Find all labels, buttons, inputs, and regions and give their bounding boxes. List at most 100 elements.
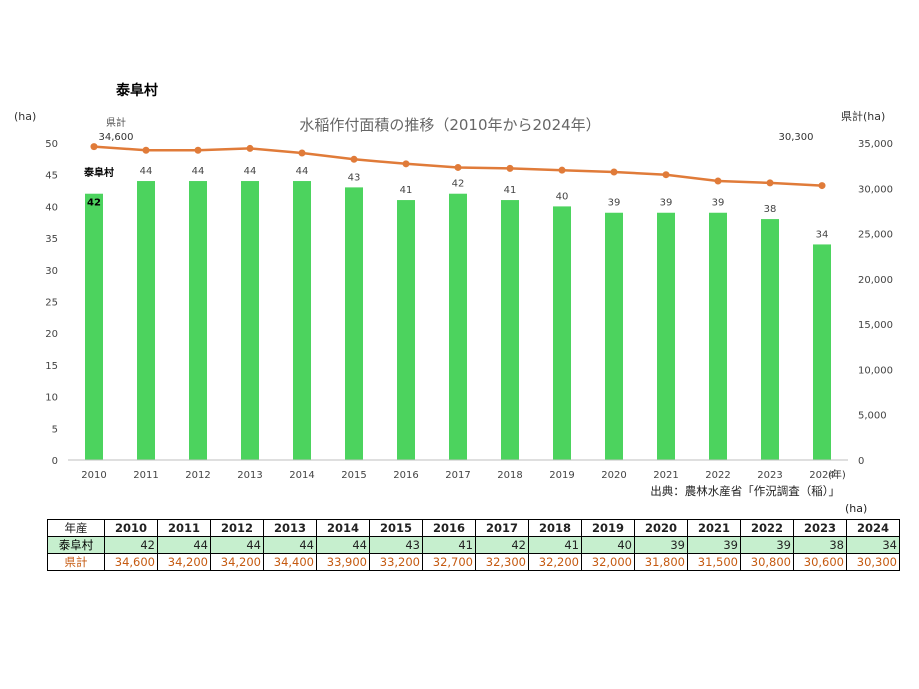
bar (189, 181, 207, 461)
x-tick-label: 2017 (445, 470, 470, 481)
line-point (454, 163, 462, 171)
bar (761, 219, 779, 460)
bar-value-label: 44 (140, 166, 153, 177)
bar-value-label: 40 (556, 191, 569, 202)
bar (397, 200, 415, 460)
line-point (194, 146, 202, 154)
left-tick-label: 20 (45, 329, 58, 340)
table-year-header: 2023 (793, 519, 847, 537)
right-tick-label: 20,000 (858, 275, 893, 286)
line-point (246, 144, 254, 152)
table-header-row: 年産 2010 2011 2012 2013 2014 2015 2016 2017 2018 2… (47, 519, 900, 537)
table-year-header: 2020 (634, 519, 688, 537)
table-year-header: 2016 (422, 519, 476, 537)
table-village-cell: 44 (157, 536, 211, 554)
table-village-cell: 44 (210, 536, 264, 554)
bar-value-label: 42 (452, 179, 465, 190)
left-tick-label: 10 (45, 393, 58, 404)
line-point (818, 182, 826, 190)
bar (553, 206, 571, 460)
line-series-label: 県計 (106, 116, 126, 129)
line-point (662, 171, 670, 179)
table-year-header: 2019 (581, 519, 635, 537)
table-village-cell: 41 (422, 536, 476, 554)
x-tick-label: 2013 (237, 470, 262, 481)
bar (605, 212, 623, 460)
table-year-header: 2015 (369, 519, 423, 537)
line-point (298, 149, 306, 157)
left-tick-label: 0 (52, 456, 58, 467)
table-year-header: 2018 (528, 519, 582, 537)
table-pref-cell: 31,800 (634, 553, 688, 571)
bar (813, 244, 831, 460)
table-year-header: 2011 (157, 519, 211, 537)
table-pref-cell: 30,600 (793, 553, 847, 571)
bar-value-label: 43 (348, 172, 361, 183)
x-tick-label: 2019 (549, 470, 574, 481)
table-pref-cell: 34,200 (210, 553, 264, 571)
village-title: 泰阜村 (116, 83, 158, 99)
bar-value-label: 44 (192, 166, 205, 177)
table-village-cell: 39 (687, 536, 741, 554)
line-point (558, 166, 566, 174)
table-pref-cell: 31,500 (687, 553, 741, 571)
table-row-pref: 県計 34,600 34,200 34,200 34,400 33,900 33,200 3… (47, 553, 900, 571)
left-tick-label: 50 (45, 139, 58, 150)
source-note: 出典：農林水産省「作況調査（稲）」 (650, 484, 840, 498)
x-tick-label: 2022 (705, 470, 730, 481)
chart-title: 水稲作付面積の推移（2010年から2024年） (299, 116, 600, 134)
table-pref-cell: 32,000 (581, 553, 635, 571)
bar-value-label: 39 (608, 198, 621, 209)
table-year-header: 2021 (687, 519, 741, 537)
bar-value-label: 34 (816, 229, 829, 240)
right-tick-label: 35,000 (858, 139, 893, 150)
table-pref-cell: 30,800 (740, 553, 794, 571)
table-village-cell: 42 (475, 536, 529, 554)
bar-value-label: 44 (296, 166, 309, 177)
x-tick-label: 2020 (601, 470, 626, 481)
table-village-cell: 43 (369, 536, 423, 554)
left-tick-label: 5 (52, 424, 58, 435)
x-tick-label: 2018 (497, 470, 522, 481)
line-last-value-label: 30,300 (779, 132, 814, 143)
table-unit: (ha) (845, 502, 868, 515)
bar (85, 193, 103, 460)
table-village-cell: 42 (104, 536, 158, 554)
x-tick-label: 2023 (757, 470, 782, 481)
line-point (142, 146, 150, 154)
bar (345, 187, 363, 460)
table-year-header: 2014 (316, 519, 370, 537)
data-table: 年産 2010 2011 2012 2013 2014 2015 2016 2017 2018 2… (47, 519, 900, 571)
table-pref-cell: 32,300 (475, 553, 529, 571)
bar (137, 181, 155, 461)
bar (293, 181, 311, 461)
table-pref-cell: 33,200 (369, 553, 423, 571)
bar (501, 200, 519, 460)
left-tick-label: 35 (45, 234, 58, 245)
table-pref-cell: 34,200 (157, 553, 211, 571)
table-year-header: 2017 (475, 519, 529, 537)
x-tick-label: 2012 (185, 470, 210, 481)
right-tick-label: 5,000 (858, 411, 887, 422)
left-tick-label: 25 (45, 298, 58, 309)
x-tick-label: 2015 (341, 470, 366, 481)
table-pref-cell: 34,600 (104, 553, 158, 571)
table-year-header: 2010 (104, 519, 158, 537)
table-village-cell: 39 (634, 536, 688, 554)
x-tick-label: 2021 (653, 470, 678, 481)
right-tick-label: 15,000 (858, 320, 893, 331)
chart: 水稲作付面積の推移（2010年から2024年） (ha) 県計(ha) (年) … (14, 109, 893, 498)
bar (657, 212, 675, 460)
line-point (350, 155, 358, 163)
bar (709, 212, 727, 460)
table-pref-cell: 30,300 (846, 553, 900, 571)
table-village-cell: 44 (316, 536, 370, 554)
bar-value-label: 39 (660, 198, 673, 209)
right-tick-label: 25,000 (858, 230, 893, 241)
x-tick-label: 2014 (289, 470, 314, 481)
line-point (766, 179, 774, 187)
left-tick-label: 15 (45, 361, 58, 372)
right-tick-label: 0 (858, 456, 864, 467)
right-axis-unit: 県計(ha) (841, 109, 885, 123)
table-year-header: 2022 (740, 519, 794, 537)
